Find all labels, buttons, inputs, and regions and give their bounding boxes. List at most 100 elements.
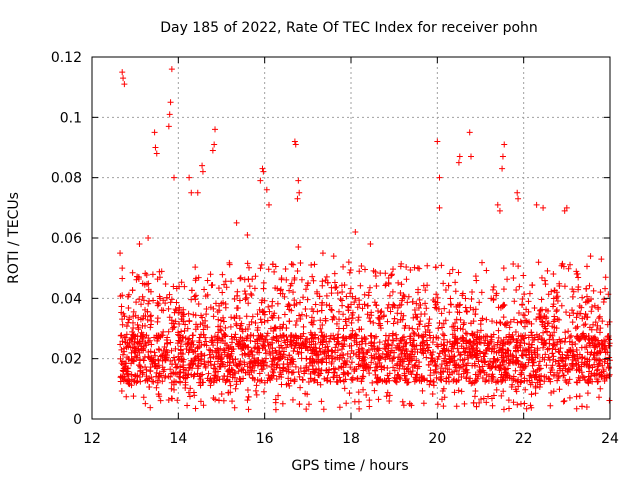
data-point xyxy=(520,311,527,318)
data-point xyxy=(159,352,166,359)
data-point xyxy=(346,343,353,350)
data-point xyxy=(536,377,543,384)
data-point xyxy=(266,348,273,355)
data-point xyxy=(399,347,406,354)
data-point xyxy=(579,354,586,361)
data-point xyxy=(282,265,289,272)
data-point xyxy=(538,274,545,281)
data-point xyxy=(330,374,337,381)
data-point xyxy=(377,270,384,277)
data-point xyxy=(123,354,130,361)
data-point xyxy=(495,348,502,355)
data-point xyxy=(566,376,573,383)
data-point xyxy=(525,298,532,305)
data-point xyxy=(432,301,439,308)
data-point xyxy=(464,308,471,315)
data-point xyxy=(257,265,264,272)
data-point xyxy=(556,349,563,356)
data-point xyxy=(432,298,439,305)
data-point xyxy=(311,376,318,383)
data-point xyxy=(440,320,447,327)
data-point xyxy=(465,378,472,385)
data-point xyxy=(154,302,161,309)
data-point xyxy=(180,364,187,371)
data-point xyxy=(600,368,607,375)
data-point xyxy=(397,289,404,296)
data-point xyxy=(371,354,378,361)
data-point xyxy=(209,282,216,289)
data-point xyxy=(244,386,251,393)
data-point xyxy=(238,320,245,327)
data-point xyxy=(431,369,438,376)
data-point xyxy=(559,358,566,365)
data-point xyxy=(249,313,256,320)
data-point xyxy=(498,378,505,385)
data-point xyxy=(242,296,249,303)
data-point xyxy=(555,373,562,380)
data-point xyxy=(265,372,272,379)
data-point xyxy=(188,189,195,196)
data-point xyxy=(329,355,336,362)
data-point xyxy=(561,397,568,404)
data-point xyxy=(590,321,597,328)
data-point xyxy=(550,271,557,278)
data-point xyxy=(123,323,130,330)
data-point xyxy=(290,347,297,354)
data-point xyxy=(555,348,562,355)
data-point xyxy=(246,264,253,271)
data-point xyxy=(323,292,330,299)
data-point xyxy=(219,289,226,296)
data-point xyxy=(348,359,355,366)
data-point xyxy=(428,355,435,362)
x-tick-label: 18 xyxy=(342,431,360,447)
x-tick-label: 24 xyxy=(601,431,619,447)
data-point xyxy=(309,332,316,339)
data-point xyxy=(522,386,529,393)
data-point xyxy=(178,316,185,323)
data-point xyxy=(398,301,405,308)
data-point xyxy=(452,279,459,286)
data-point xyxy=(483,267,490,274)
data-point xyxy=(321,375,328,382)
data-point xyxy=(308,261,315,268)
data-point xyxy=(213,377,220,384)
data-point xyxy=(518,378,525,385)
data-point xyxy=(186,335,193,342)
data-point xyxy=(269,368,276,375)
data-point xyxy=(284,336,291,343)
data-point xyxy=(535,259,542,266)
data-point xyxy=(211,141,218,148)
data-point xyxy=(253,382,260,389)
data-point xyxy=(560,372,567,379)
data-point xyxy=(477,317,484,324)
data-point xyxy=(241,359,248,366)
data-point xyxy=(515,263,522,270)
data-point xyxy=(281,293,288,300)
data-point xyxy=(284,303,291,310)
data-point xyxy=(388,347,395,354)
data-point xyxy=(176,369,183,376)
data-point xyxy=(448,348,455,355)
data-point xyxy=(551,313,558,320)
data-point xyxy=(400,358,407,365)
data-point xyxy=(277,287,284,294)
data-point xyxy=(441,394,448,401)
data-point xyxy=(172,306,179,313)
data-point xyxy=(218,337,225,344)
data-point xyxy=(407,333,414,340)
data-point xyxy=(200,326,207,333)
data-point xyxy=(244,397,251,404)
data-point xyxy=(281,311,288,318)
data-point xyxy=(291,376,298,383)
data-point xyxy=(555,357,562,364)
x-tick-label: 20 xyxy=(428,431,446,447)
data-point xyxy=(413,314,420,321)
data-point xyxy=(381,377,388,384)
data-point xyxy=(294,195,301,202)
data-point xyxy=(462,295,469,302)
data-point xyxy=(346,333,353,340)
data-point xyxy=(269,339,276,346)
data-point xyxy=(384,372,391,379)
data-point xyxy=(473,277,480,284)
data-point xyxy=(455,387,462,394)
